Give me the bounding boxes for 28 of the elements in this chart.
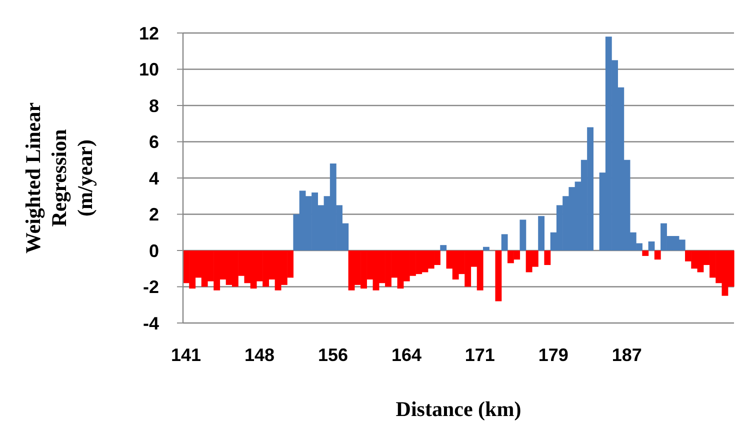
bar bbox=[440, 245, 447, 250]
y-tick-label: -2 bbox=[142, 277, 159, 298]
x-tick-label: 156 bbox=[318, 345, 348, 365]
x-tick-label: 164 bbox=[391, 345, 422, 365]
bar bbox=[495, 250, 502, 302]
x-tick-label: 171 bbox=[464, 345, 495, 365]
y-tick-label: 8 bbox=[148, 96, 159, 116]
x-tick-label: 148 bbox=[244, 345, 275, 365]
y-tick-label: 4 bbox=[148, 168, 159, 188]
bar bbox=[482, 246, 490, 250]
bar bbox=[501, 234, 508, 250]
bar bbox=[642, 250, 649, 256]
bar bbox=[520, 220, 526, 250]
x-tick-label: 179 bbox=[538, 345, 568, 365]
y-tick-label: 12 bbox=[138, 23, 159, 44]
x-axis-title: Distance (km) bbox=[396, 397, 522, 421]
y-tick-label: -4 bbox=[142, 313, 159, 334]
bar bbox=[538, 216, 545, 250]
y-tick-label: 0 bbox=[148, 240, 159, 261]
bar bbox=[654, 250, 661, 260]
x-tick-label: 187 bbox=[612, 345, 642, 365]
y-axis-title: Weighted Linear Regression (m/year) bbox=[21, 102, 97, 254]
y-tick-label: 2 bbox=[148, 204, 159, 225]
x-tick-label: 141 bbox=[171, 345, 202, 365]
y-tick-label: 6 bbox=[148, 132, 159, 152]
y-tick-label: 10 bbox=[138, 60, 159, 80]
bar bbox=[544, 250, 551, 265]
bar bbox=[648, 241, 655, 250]
